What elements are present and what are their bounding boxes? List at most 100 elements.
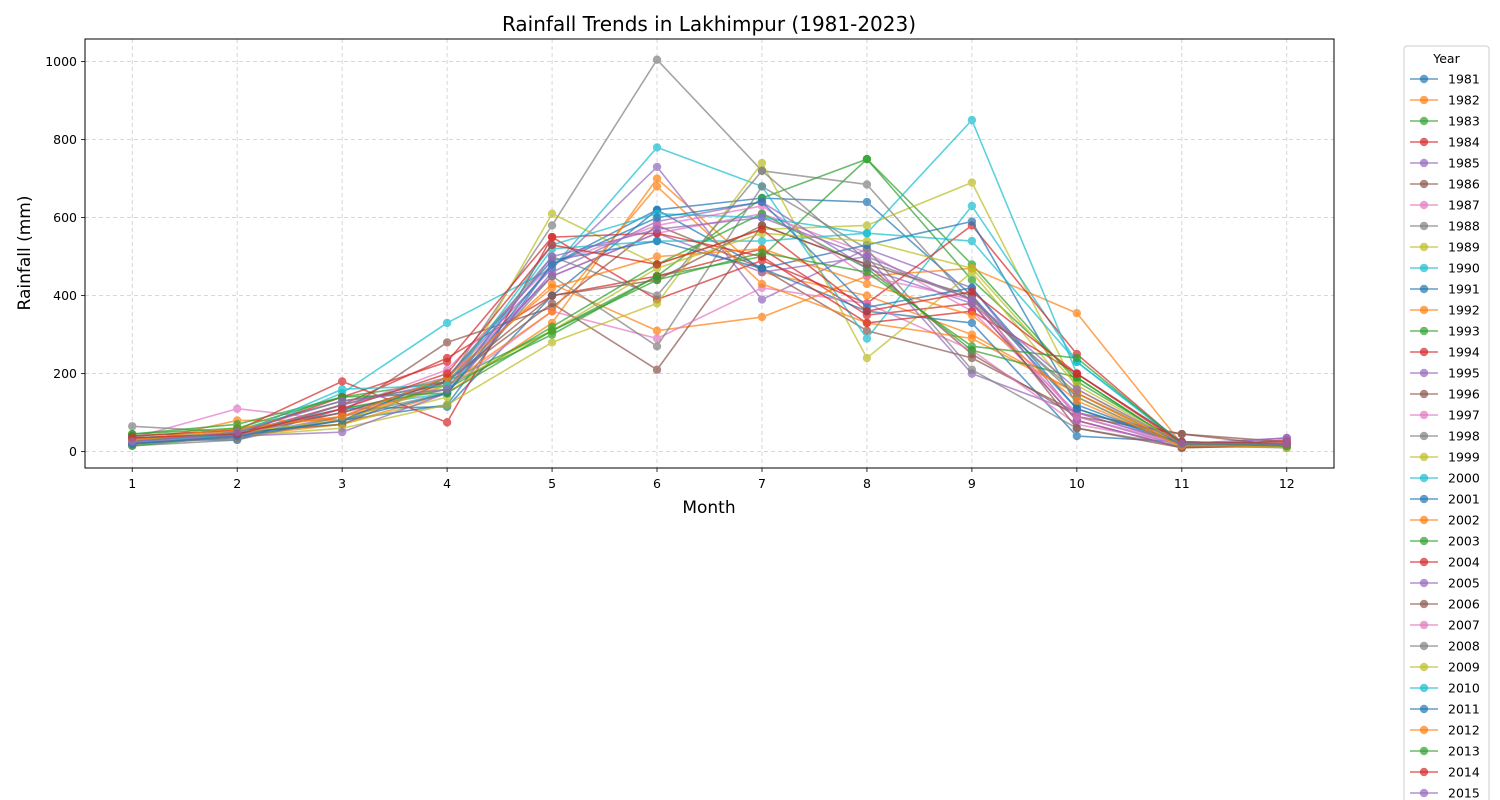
data-point bbox=[862, 326, 872, 335]
series-2000 bbox=[128, 115, 1291, 449]
legend-item: 1989 bbox=[1410, 240, 1480, 255]
data-point bbox=[1072, 369, 1082, 378]
legend-swatch-marker bbox=[1419, 473, 1429, 483]
data-point bbox=[547, 291, 557, 300]
legend-item: 1995 bbox=[1410, 366, 1480, 381]
data-point bbox=[547, 240, 557, 250]
series-line bbox=[132, 201, 1287, 447]
legend-item: 1981 bbox=[1410, 72, 1480, 87]
x-axis-label: Month bbox=[682, 498, 735, 518]
legend-label: 1983 bbox=[1448, 114, 1480, 129]
legend-label: 2013 bbox=[1448, 744, 1480, 759]
legend-label: 1998 bbox=[1448, 429, 1480, 444]
data-point bbox=[967, 264, 977, 273]
data-point bbox=[547, 252, 557, 261]
legend-label: 2011 bbox=[1448, 702, 1480, 717]
legend-item: 2009 bbox=[1410, 660, 1480, 675]
legend-item: 1999 bbox=[1410, 450, 1480, 465]
data-point bbox=[967, 201, 977, 211]
legend-swatch-marker bbox=[1419, 284, 1429, 294]
legend-label: 1982 bbox=[1448, 93, 1480, 108]
x-tick-label: 2 bbox=[233, 476, 241, 491]
x-tick-label: 1 bbox=[128, 476, 136, 491]
x-tick-label: 3 bbox=[338, 476, 346, 491]
legend-item: 2008 bbox=[1410, 639, 1480, 654]
data-point bbox=[652, 236, 662, 246]
data-point bbox=[652, 326, 662, 335]
data-point bbox=[442, 418, 452, 427]
legend-label: 2015 bbox=[1448, 786, 1480, 800]
data-point bbox=[652, 162, 662, 172]
legend-label: 1986 bbox=[1448, 177, 1480, 192]
legend-label: 1991 bbox=[1448, 282, 1480, 297]
data-point bbox=[757, 225, 767, 234]
data-point bbox=[1072, 385, 1082, 394]
series-2014 bbox=[128, 225, 1291, 449]
y-tick-label: 400 bbox=[53, 288, 77, 303]
series-line bbox=[132, 251, 1287, 447]
data-point bbox=[442, 385, 452, 394]
legend-item: 1987 bbox=[1410, 198, 1480, 213]
data-point bbox=[967, 217, 977, 226]
y-tick-label: 0 bbox=[69, 444, 77, 459]
legend-swatch-marker bbox=[1419, 557, 1429, 567]
legend-swatch-marker bbox=[1419, 662, 1429, 672]
legend-item: 2001 bbox=[1410, 492, 1480, 507]
data-point bbox=[652, 225, 662, 234]
data-point bbox=[862, 318, 872, 328]
legend-item: 2011 bbox=[1410, 702, 1480, 717]
data-point bbox=[547, 221, 557, 230]
data-point bbox=[862, 279, 872, 289]
legend-label: 1981 bbox=[1448, 72, 1480, 87]
legend-item: 2012 bbox=[1410, 723, 1480, 738]
legend-swatch-marker bbox=[1419, 179, 1429, 189]
series-line bbox=[132, 158, 1287, 447]
legend-item: 1993 bbox=[1410, 324, 1480, 339]
legend-label: 1988 bbox=[1448, 219, 1480, 234]
data-point bbox=[862, 229, 872, 238]
data-point bbox=[547, 283, 557, 293]
legend-label: 1990 bbox=[1448, 261, 1480, 276]
legend-box bbox=[1403, 45, 1490, 800]
legend-swatch-marker bbox=[1419, 599, 1429, 609]
data-point bbox=[967, 310, 977, 320]
data-point bbox=[442, 369, 452, 378]
legend-item: 1994 bbox=[1410, 345, 1480, 360]
legend-label: 1997 bbox=[1448, 408, 1480, 423]
series-line bbox=[132, 201, 1287, 449]
y-tick-label: 200 bbox=[53, 366, 77, 381]
legend-swatch-marker bbox=[1419, 368, 1429, 378]
legend-swatch-marker bbox=[1419, 305, 1429, 315]
plot-frame bbox=[84, 38, 1335, 469]
data-point bbox=[1072, 396, 1082, 406]
data-point bbox=[547, 209, 557, 218]
legend-label: 1994 bbox=[1448, 345, 1480, 360]
legend-label: 2010 bbox=[1448, 681, 1480, 696]
legend-item: 1990 bbox=[1410, 261, 1480, 276]
legend-swatch-marker bbox=[1419, 641, 1429, 651]
legend-item: 2000 bbox=[1410, 471, 1480, 486]
data-point bbox=[547, 268, 557, 277]
legend-label: 2002 bbox=[1448, 513, 1480, 528]
data-point bbox=[862, 252, 872, 261]
x-tick-label: 6 bbox=[653, 476, 661, 491]
data-point bbox=[862, 154, 872, 164]
series-line bbox=[132, 119, 1287, 445]
legend-swatch-marker bbox=[1419, 788, 1429, 798]
data-point bbox=[967, 365, 977, 374]
legend-label: 1984 bbox=[1448, 135, 1480, 150]
data-point bbox=[1072, 431, 1082, 441]
legend-item: 1983 bbox=[1410, 114, 1480, 129]
data-point bbox=[442, 357, 452, 367]
data-point bbox=[757, 158, 767, 168]
data-point bbox=[967, 287, 977, 296]
y-tick-label: 1000 bbox=[45, 54, 77, 69]
data-point bbox=[337, 404, 347, 413]
data-point bbox=[652, 299, 662, 308]
legend-swatch-marker bbox=[1419, 515, 1429, 525]
data-point bbox=[652, 365, 662, 374]
legend-item: 1998 bbox=[1410, 429, 1480, 444]
legend-label: 2004 bbox=[1448, 555, 1480, 570]
legend-swatch-marker bbox=[1419, 536, 1429, 546]
